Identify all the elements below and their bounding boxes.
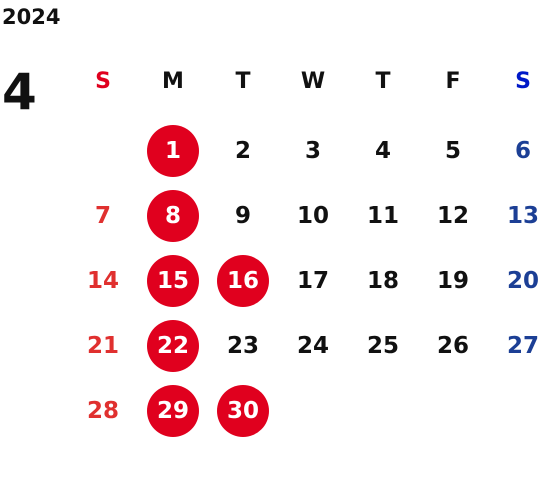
day-cell bbox=[278, 384, 348, 438]
highlighted-day: 30 bbox=[217, 385, 269, 437]
week-row: 28 29 30 bbox=[68, 384, 548, 438]
day-number: 13 bbox=[506, 203, 539, 229]
day-cell: 12 bbox=[418, 189, 488, 243]
day-cell: 22 bbox=[138, 319, 208, 373]
day-number: 9 bbox=[234, 203, 251, 229]
day-cell: 21 bbox=[68, 319, 138, 373]
day-cell: 9 bbox=[208, 189, 278, 243]
weekday-header-row: S M T W T F S bbox=[68, 60, 548, 102]
day-cell: 25 bbox=[348, 319, 418, 373]
day-number: 14 bbox=[86, 268, 119, 294]
day-number: 18 bbox=[366, 268, 399, 294]
weekday-tuesday: T bbox=[235, 68, 251, 94]
highlighted-day: 29 bbox=[147, 385, 199, 437]
day-cell: 18 bbox=[348, 254, 418, 308]
weekday-saturday: S bbox=[515, 68, 531, 94]
highlighted-day: 16 bbox=[217, 255, 269, 307]
highlighted-day: 15 bbox=[147, 255, 199, 307]
weekday-monday: M bbox=[162, 68, 184, 94]
day-number: 25 bbox=[366, 333, 399, 359]
day-number: 24 bbox=[296, 333, 329, 359]
weekday-wednesday: W bbox=[300, 68, 326, 94]
day-number: 28 bbox=[86, 398, 119, 424]
day-cell: 15 bbox=[138, 254, 208, 308]
day-cell: 30 bbox=[208, 384, 278, 438]
weekday-thursday: T bbox=[375, 68, 391, 94]
day-number: 6 bbox=[514, 138, 531, 164]
day-cell: 6 bbox=[488, 124, 548, 178]
day-number: 21 bbox=[86, 333, 119, 359]
day-cell: 14 bbox=[68, 254, 138, 308]
day-number: 26 bbox=[436, 333, 469, 359]
day-cell: 4 bbox=[348, 124, 418, 178]
day-cell: 7 bbox=[68, 189, 138, 243]
day-number: 12 bbox=[436, 203, 469, 229]
day-number: 20 bbox=[506, 268, 539, 294]
day-cell: 27 bbox=[488, 319, 548, 373]
day-cell: 1 bbox=[138, 124, 208, 178]
day-cell bbox=[488, 384, 548, 438]
day-number: 3 bbox=[304, 138, 321, 164]
day-cell: 29 bbox=[138, 384, 208, 438]
day-cell: 8 bbox=[138, 189, 208, 243]
day-number: 19 bbox=[436, 268, 469, 294]
weekday-sunday: S bbox=[95, 68, 111, 94]
day-number: 11 bbox=[366, 203, 399, 229]
day-cell: 13 bbox=[488, 189, 548, 243]
highlighted-day: 8 bbox=[147, 190, 199, 242]
day-number: 5 bbox=[444, 138, 461, 164]
day-number: 23 bbox=[226, 333, 259, 359]
day-cell: 20 bbox=[488, 254, 548, 308]
week-row: 1 2 3 4 5 6 bbox=[68, 124, 548, 178]
day-cell bbox=[68, 124, 138, 178]
week-row: 21 22 23 24 25 26 27 bbox=[68, 319, 548, 373]
day-number: 2 bbox=[234, 138, 251, 164]
day-number: 17 bbox=[296, 268, 329, 294]
day-cell: 10 bbox=[278, 189, 348, 243]
day-number: 10 bbox=[296, 203, 329, 229]
day-number: 7 bbox=[94, 203, 111, 229]
highlighted-day: 22 bbox=[147, 320, 199, 372]
day-cell: 28 bbox=[68, 384, 138, 438]
week-row: 14 15 16 17 18 19 20 bbox=[68, 254, 548, 308]
day-cell bbox=[418, 384, 488, 438]
day-cell: 26 bbox=[418, 319, 488, 373]
day-cell: 16 bbox=[208, 254, 278, 308]
weekday-friday: F bbox=[445, 68, 461, 94]
day-cell: 17 bbox=[278, 254, 348, 308]
day-cell bbox=[348, 384, 418, 438]
month-number: 4 bbox=[2, 63, 37, 121]
day-cell: 3 bbox=[278, 124, 348, 178]
week-row: 7 8 9 10 11 12 13 bbox=[68, 189, 548, 243]
day-number: 27 bbox=[506, 333, 539, 359]
day-cell: 2 bbox=[208, 124, 278, 178]
day-cell: 19 bbox=[418, 254, 488, 308]
day-cell: 23 bbox=[208, 319, 278, 373]
day-cell: 24 bbox=[278, 319, 348, 373]
year-label: 2024 bbox=[2, 5, 61, 29]
day-cell: 11 bbox=[348, 189, 418, 243]
day-number: 4 bbox=[374, 138, 391, 164]
highlighted-day: 1 bbox=[147, 125, 199, 177]
day-cell: 5 bbox=[418, 124, 488, 178]
